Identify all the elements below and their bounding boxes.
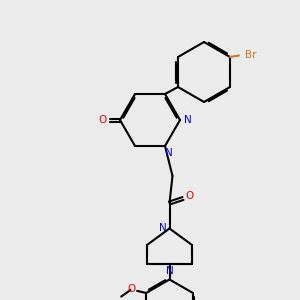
- Text: N: N: [165, 148, 172, 158]
- Text: O: O: [127, 284, 135, 294]
- Text: N: N: [159, 223, 167, 233]
- Text: O: O: [99, 115, 107, 125]
- Text: O: O: [185, 191, 194, 201]
- Text: Br: Br: [245, 50, 256, 60]
- Text: N: N: [166, 266, 173, 276]
- Text: N: N: [184, 115, 191, 125]
